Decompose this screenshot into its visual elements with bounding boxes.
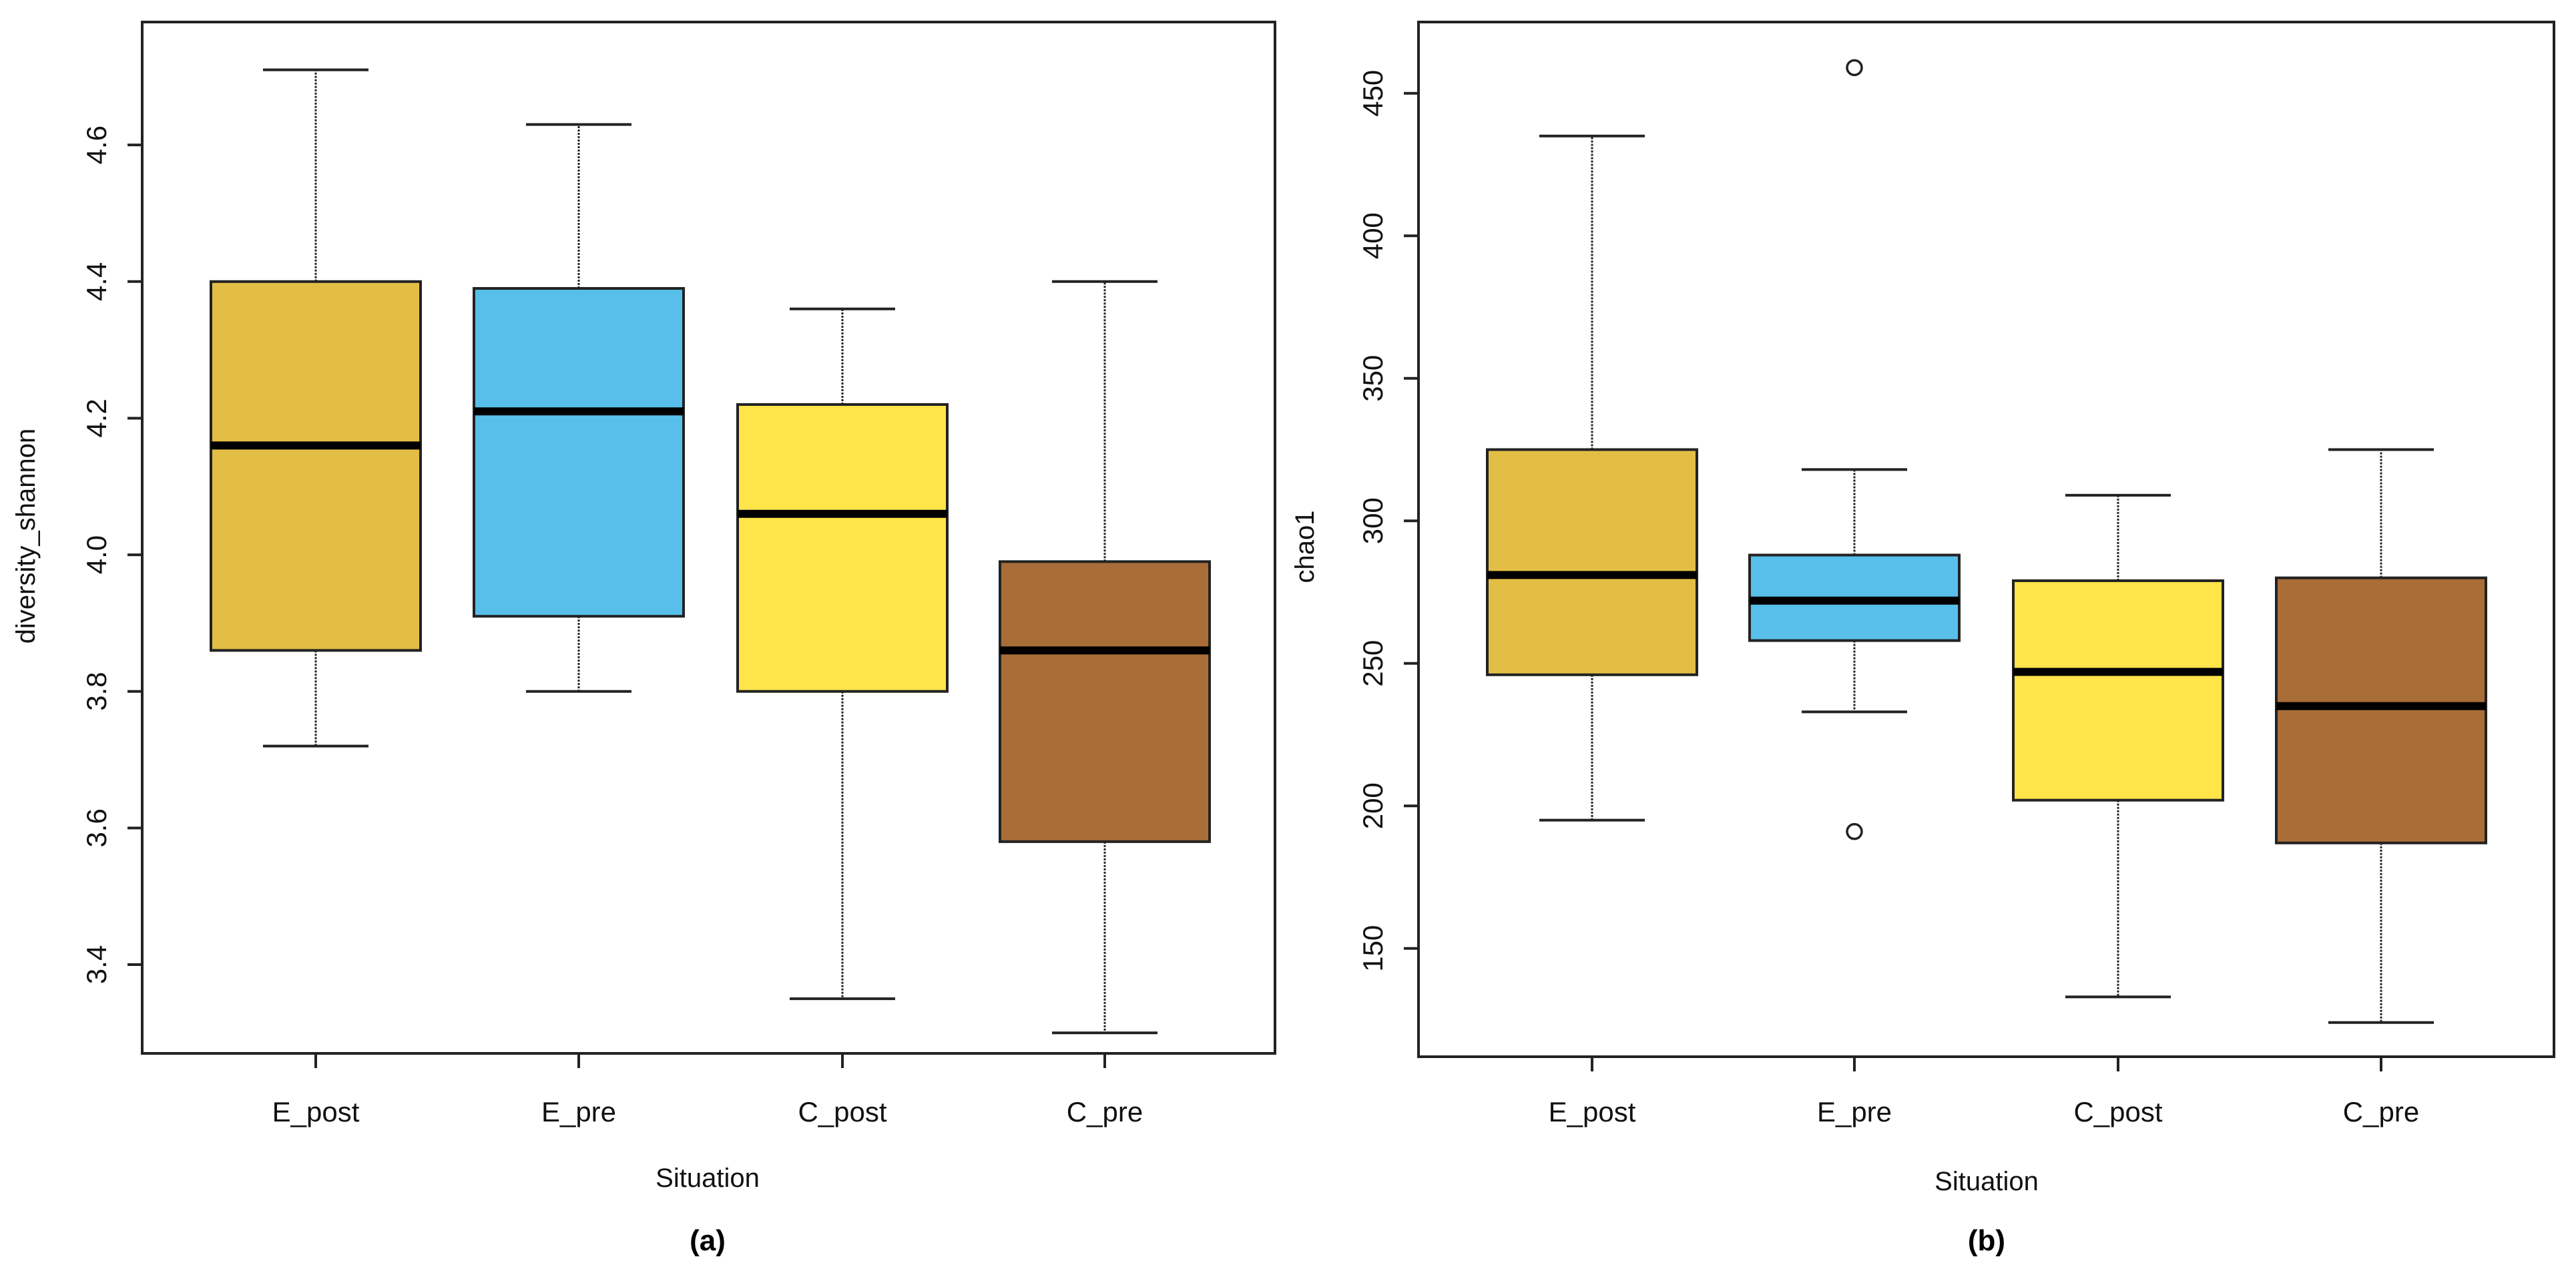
x-tick-label: C_post bbox=[2073, 1096, 2162, 1127]
iqr-box bbox=[2012, 579, 2224, 802]
y-tick-label: 3.8 bbox=[81, 672, 112, 711]
x-axis-title: Situation bbox=[656, 1164, 760, 1193]
y-axis: 3.4 3.6 3.8 4.0 4.2 4.4 4.6 bbox=[81, 125, 142, 984]
y-tick-label: 300 bbox=[1357, 497, 1388, 544]
boxplot-series bbox=[210, 68, 1211, 1035]
plot-border bbox=[1417, 21, 2555, 1058]
iqr-box bbox=[2275, 576, 2487, 844]
x-tick-label: E_post bbox=[1549, 1096, 1636, 1127]
plot-border bbox=[141, 21, 1276, 1055]
panel-caption: (a) bbox=[690, 1224, 726, 1257]
y-tick-label: 3.4 bbox=[81, 945, 112, 984]
box-E_pre bbox=[473, 123, 685, 693]
x-tick-label: E_post bbox=[272, 1096, 360, 1127]
box-C_pre bbox=[999, 280, 1211, 1035]
box-E_post bbox=[210, 68, 422, 748]
outlier-point bbox=[1846, 822, 1863, 840]
box-C_post bbox=[736, 307, 949, 1001]
plot-frame bbox=[141, 21, 1276, 1055]
box-E_post bbox=[1486, 134, 1698, 822]
x-tick-label: C_post bbox=[798, 1096, 886, 1127]
box-C_post bbox=[2012, 493, 2224, 999]
iqr-box bbox=[473, 287, 685, 618]
y-tick-label: 400 bbox=[1357, 212, 1388, 259]
y-tick-label: 350 bbox=[1357, 355, 1388, 402]
x-tick-label: E_pre bbox=[541, 1096, 616, 1127]
outlier-point bbox=[1846, 59, 1863, 77]
iqr-box bbox=[210, 280, 422, 652]
x-axis-title: Situation bbox=[1935, 1167, 2039, 1196]
iqr-box bbox=[999, 560, 1211, 843]
box-C_pre bbox=[2275, 448, 2487, 1024]
x-axis: E_post E_pre C_post C_pre bbox=[272, 1053, 1143, 1127]
x-tick-label: C_pre bbox=[1067, 1096, 1143, 1127]
plot-frame bbox=[1417, 21, 2555, 1058]
y-axis-title: diversity_shannon bbox=[11, 429, 41, 644]
y-axis: 150 200 250 300 350 400 450 bbox=[1357, 70, 1419, 972]
panel-caption: (b) bbox=[1968, 1224, 2005, 1257]
x-tick-label: C_pre bbox=[2343, 1096, 2419, 1127]
y-tick-label: 4.6 bbox=[81, 125, 112, 164]
box-E_pre bbox=[1748, 59, 1961, 840]
y-tick-label: 3.6 bbox=[81, 808, 112, 847]
y-tick-label: 200 bbox=[1357, 782, 1388, 829]
y-tick-label: 4.4 bbox=[81, 262, 112, 301]
y-tick-label: 150 bbox=[1357, 925, 1388, 972]
y-axis-title: chao1 bbox=[1290, 511, 1320, 583]
panel-b-chao1: 150 200 250 300 350 400 450 E_post E_pre C_post C… bbox=[1290, 21, 2555, 1257]
y-tick-label: 250 bbox=[1357, 640, 1388, 687]
y-tick-label: 4.0 bbox=[81, 535, 112, 574]
boxplot-series bbox=[1486, 59, 2487, 1024]
panel-a-shannon-diversity: 3.4 3.6 3.8 4.0 4.2 4.4 4.6 E_post E_pre C_post C… bbox=[11, 21, 1276, 1257]
iqr-box bbox=[736, 403, 949, 693]
y-tick-label: 450 bbox=[1357, 70, 1388, 117]
x-axis: E_post E_pre C_post C_pre bbox=[1549, 1057, 2419, 1127]
y-tick-label: 4.2 bbox=[81, 399, 112, 437]
x-tick-label: E_pre bbox=[1817, 1096, 1892, 1127]
iqr-box bbox=[1486, 448, 1698, 676]
